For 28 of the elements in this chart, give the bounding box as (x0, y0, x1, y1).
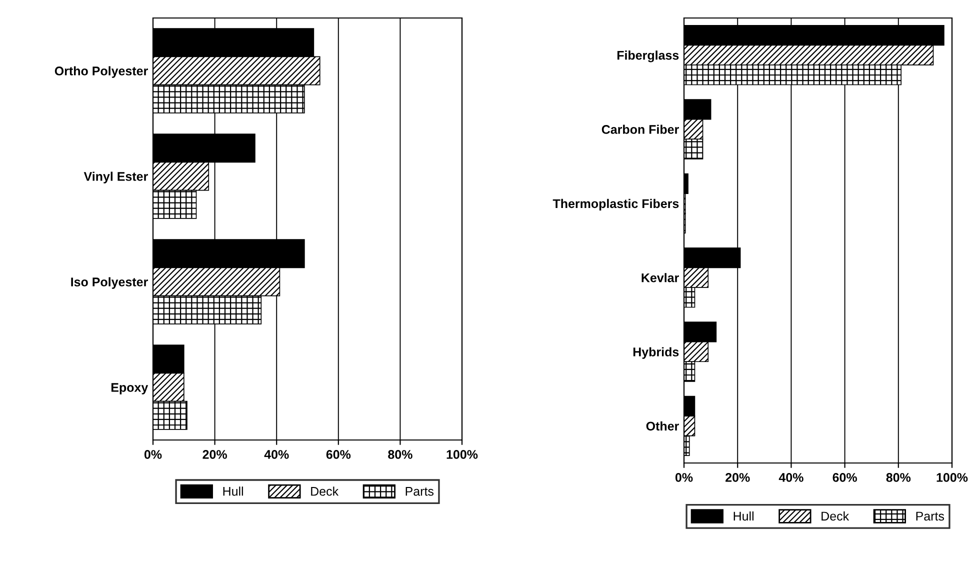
y-tick-label: Fiberglass (617, 50, 679, 62)
x-tick-label: 0% (144, 450, 162, 459)
y-tick-label: Iso Polyester (71, 277, 148, 289)
legend-label: Parts (916, 512, 944, 521)
x-tick-label: 80% (886, 473, 911, 482)
x-tick-label: 100% (446, 450, 478, 459)
x-tick-label: 20% (202, 450, 227, 459)
y-tick-label: Hybrids (633, 347, 679, 359)
legend-label: Parts (406, 487, 434, 496)
y-tick-label: Ortho Polyester (54, 66, 148, 78)
y-tick-label: Thermoplastic Fibers (552, 198, 679, 211)
y-tick-label: Epoxy (111, 383, 148, 394)
x-tick-label: 80% (388, 450, 412, 459)
x-tick-label: 0% (675, 473, 693, 482)
x-tick-label: 40% (264, 450, 289, 459)
x-tick-label: 40% (778, 473, 804, 482)
x-tick-label: 20% (726, 473, 750, 482)
legend-label: Deck (822, 511, 850, 521)
x-tick-label: 60% (326, 450, 351, 459)
y-tick-label: Kevlar (642, 273, 679, 282)
legend-label: Hull (734, 511, 754, 521)
legend-label: Hull (223, 486, 243, 496)
y-tick-label: Vinyl Ester (84, 172, 148, 184)
legend-label: Deck (311, 486, 339, 496)
x-tick-label: 100% (936, 473, 968, 482)
x-tick-label: 60% (832, 473, 857, 482)
y-tick-label: Other (646, 421, 679, 431)
y-tick-label: Carbon Fiber (602, 124, 679, 134)
